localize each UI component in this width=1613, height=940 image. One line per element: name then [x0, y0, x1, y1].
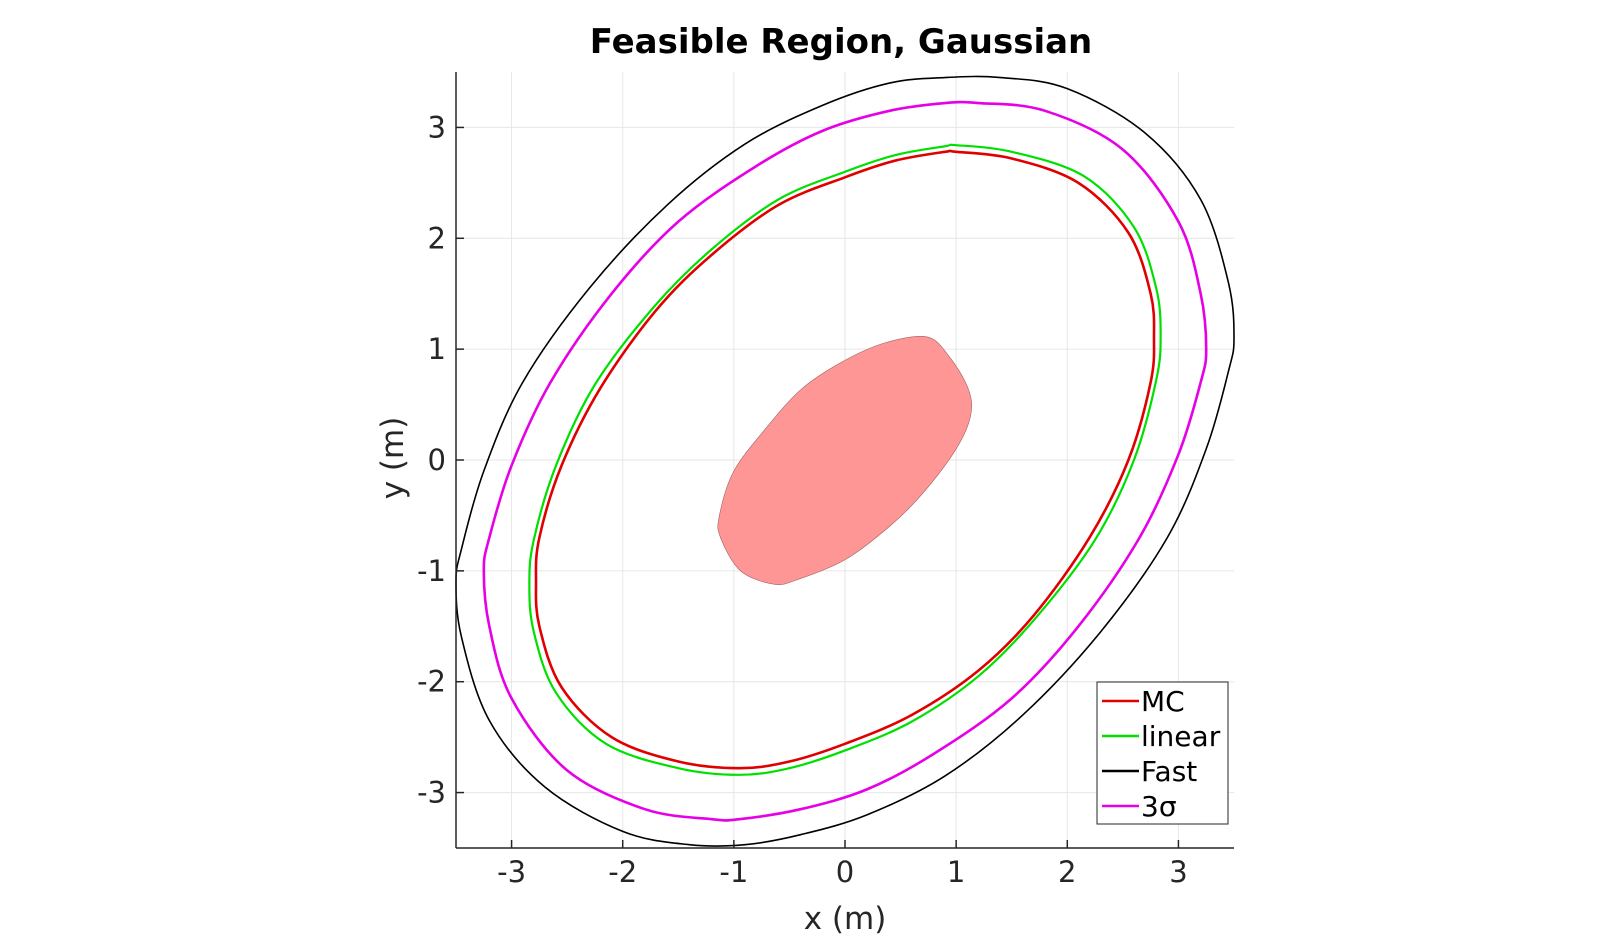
- legend-label: MC: [1141, 685, 1185, 718]
- y-tick-label: 2: [428, 221, 446, 255]
- chart-title: Feasible Region, Gaussian: [590, 22, 1093, 62]
- x-tick-label: -3: [497, 855, 526, 889]
- legend-label: 3σ: [1141, 790, 1177, 823]
- legend-label: Fast: [1141, 755, 1197, 788]
- series-line-linear: [528, 143, 1162, 776]
- filled-region-layer: [717, 335, 973, 585]
- series-line-mc: [534, 149, 1156, 770]
- y-tick-label: -2: [417, 665, 446, 699]
- y-tick-label: 1: [428, 332, 446, 366]
- x-tick-label: 3: [1169, 855, 1187, 889]
- feasible-region-fill: [717, 335, 973, 585]
- legend-box: [1096, 681, 1229, 825]
- y-tick-label: -1: [417, 554, 446, 588]
- x-tick-label: -1: [719, 855, 748, 889]
- x-tick-label: -2: [608, 855, 637, 889]
- y-tick-label: -3: [417, 776, 446, 810]
- x-tick-label: 2: [1058, 855, 1076, 889]
- series-line-fast: [455, 75, 1235, 847]
- y-tick-label: 0: [428, 443, 446, 477]
- series-line-3: [482, 100, 1208, 822]
- x-tick-label: 0: [836, 855, 854, 889]
- x-axis-ticks: -3 -2 -1 0 1 2 3: [497, 840, 1188, 889]
- series-layer: [455, 75, 1235, 847]
- x-axis-label: x (m): [804, 901, 887, 937]
- x-tick-label: 1: [947, 855, 965, 889]
- y-axis-ticks: -3 -2 -1 0 1 2 3: [417, 110, 464, 810]
- legend-label: linear: [1141, 720, 1221, 753]
- y-tick-label: 3: [428, 110, 446, 144]
- y-axis-label: y (m): [375, 417, 411, 500]
